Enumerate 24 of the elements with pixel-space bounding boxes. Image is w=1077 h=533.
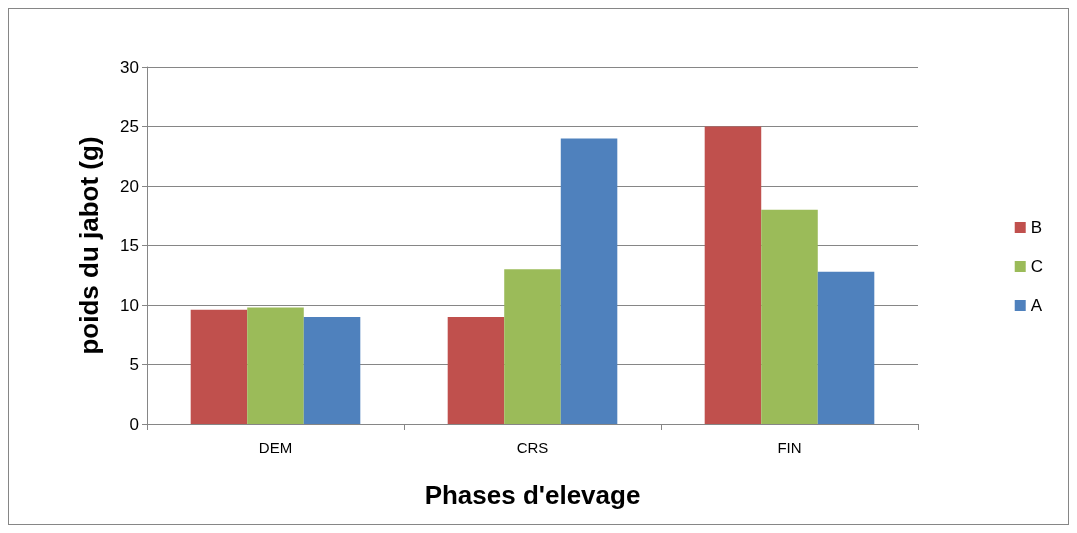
y-tick-label: 20	[120, 176, 139, 196]
bar	[761, 209, 818, 424]
x-axis-title: Phases d'elevage	[424, 480, 641, 510]
bar	[704, 126, 762, 424]
y-tick-label: 10	[120, 295, 139, 315]
bar	[447, 316, 505, 424]
y-tick-label: 5	[129, 355, 139, 374]
y-axis-title: poids du jabot (g)	[74, 136, 104, 355]
bar	[817, 271, 875, 424]
x-tick-label: FIN	[777, 439, 802, 456]
legend-label: A	[1030, 296, 1043, 315]
bar	[504, 269, 561, 424]
legend-label: C	[1030, 257, 1043, 276]
bar	[190, 309, 248, 424]
x-tick-label: CRS	[516, 439, 549, 456]
legend-label: B	[1030, 218, 1043, 237]
bar	[303, 316, 361, 424]
x-tick-label: DEM	[258, 439, 293, 456]
y-tick-label: 0	[129, 414, 139, 434]
bar	[560, 138, 618, 424]
bar	[247, 307, 304, 424]
y-tick-label: 15	[120, 236, 139, 255]
y-tick-label: 25	[120, 117, 139, 136]
y-tick-label: 30	[120, 57, 139, 77]
